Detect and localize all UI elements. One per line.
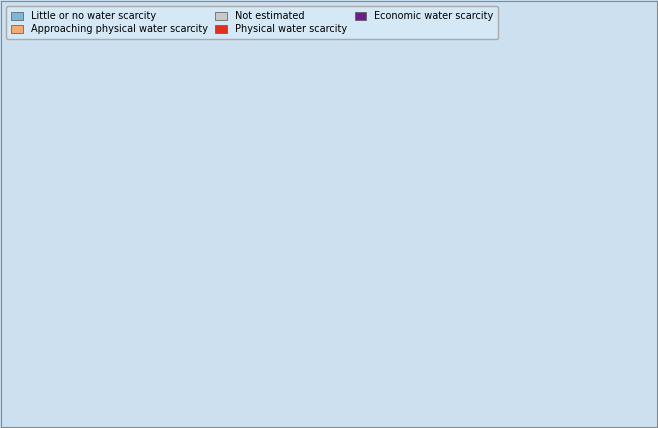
- Legend: Little or no water scarcity, Approaching physical water scarcity, Not estimated,: Little or no water scarcity, Approaching…: [6, 6, 498, 39]
